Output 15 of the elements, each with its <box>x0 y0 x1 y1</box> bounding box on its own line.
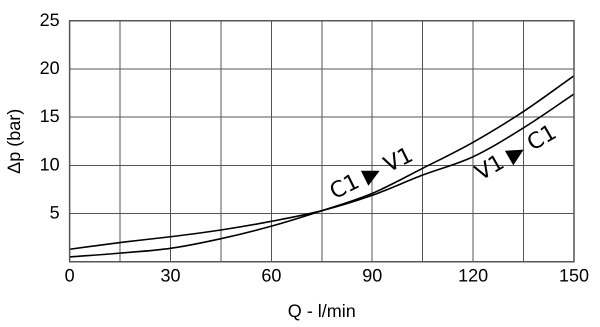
y-tick-label: 20 <box>40 58 60 78</box>
x-tick-label: 120 <box>458 266 488 286</box>
y-tick-label: 25 <box>40 10 60 30</box>
y-tick-label: 15 <box>40 106 60 126</box>
x-tick-label: 30 <box>160 266 181 286</box>
y-tick-label: 5 <box>50 202 60 223</box>
text: V1 ▶ C1 <box>471 120 562 186</box>
x-tick-label: 60 <box>261 266 282 286</box>
y-tick-label: 10 <box>40 154 60 174</box>
x-tick-label: 90 <box>362 266 382 286</box>
text: C1 ▶ V1 <box>326 142 418 205</box>
x-tick-label: 0 <box>64 266 75 286</box>
y-axis-title: Δp (bar) <box>4 108 24 174</box>
x-tick-label: 150 <box>558 266 590 286</box>
x-axis-title: Q - l/min <box>288 301 356 322</box>
